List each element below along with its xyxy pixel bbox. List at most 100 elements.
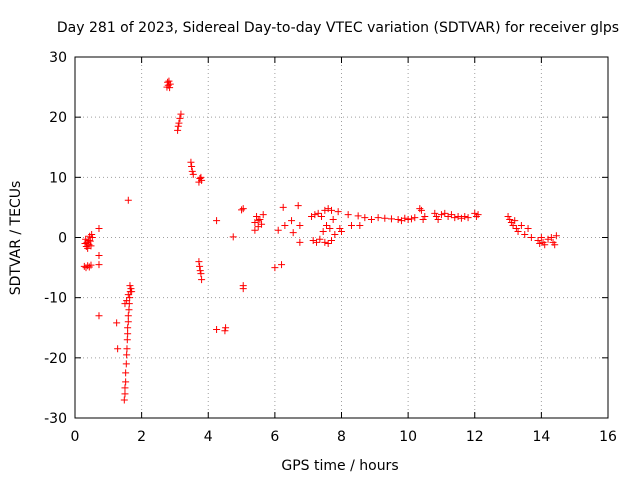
data-point [511, 217, 519, 225]
x-tick-label: 10 [399, 429, 417, 445]
data-point [319, 227, 327, 235]
data-point [95, 312, 103, 320]
data-point [309, 237, 317, 245]
data-point [166, 80, 174, 88]
data-point [289, 229, 297, 237]
data-point [447, 211, 455, 219]
data-point [238, 206, 246, 214]
data-point [123, 336, 131, 344]
data-point [451, 214, 459, 222]
data-point [507, 218, 515, 226]
data-point [198, 276, 206, 284]
data-point [166, 84, 174, 92]
data-point [176, 114, 184, 122]
data-point [256, 215, 264, 223]
data-point [457, 214, 465, 222]
data-point [472, 212, 480, 220]
data-point [123, 345, 131, 353]
y-tick-label: 20 [49, 110, 67, 126]
data-point [512, 224, 520, 232]
data-point [356, 221, 364, 229]
data-point [197, 270, 205, 278]
data-point [197, 173, 205, 181]
data-point [121, 384, 129, 392]
data-point [188, 167, 196, 175]
y-tick-labels: -30 -20 -10 0 10 20 30 [44, 50, 67, 427]
data-point [387, 215, 395, 223]
data-point [431, 209, 439, 217]
data-point [328, 206, 336, 214]
data-point [88, 234, 96, 241]
data-point [534, 237, 542, 245]
data-point [318, 212, 326, 220]
axis-ticks [74, 56, 609, 419]
data-point [187, 158, 195, 166]
data-point [407, 215, 415, 223]
data-point [308, 212, 316, 220]
data-point [517, 221, 525, 229]
data-point [324, 205, 332, 213]
data-point [196, 267, 204, 275]
data-point [509, 221, 517, 229]
data-point [124, 330, 132, 338]
data-point [324, 240, 332, 248]
data-point [124, 291, 132, 299]
data-point [416, 205, 424, 213]
data-point [347, 221, 355, 229]
data-points [80, 77, 560, 404]
data-point [165, 77, 173, 85]
data-point [394, 215, 402, 223]
data-point [213, 217, 221, 225]
data-point [95, 261, 103, 269]
data-point [121, 300, 129, 308]
data-point [536, 240, 544, 248]
data-point [281, 221, 289, 229]
data-point [323, 221, 331, 229]
data-point [128, 288, 136, 296]
data-point [541, 241, 549, 249]
data-point [441, 209, 449, 217]
data-point [114, 345, 122, 353]
data-point [122, 378, 130, 386]
data-point [125, 306, 133, 314]
data-point [87, 261, 95, 269]
y-tick-label: 0 [58, 231, 67, 247]
data-point [82, 264, 90, 272]
data-point [321, 238, 329, 246]
y-tick-label: -30 [44, 411, 67, 427]
data-point [95, 252, 103, 260]
data-point [188, 163, 196, 171]
y-tick-label: -20 [44, 351, 67, 367]
data-point [417, 206, 425, 214]
data-point [411, 214, 419, 222]
data-point [279, 203, 287, 211]
data-point [328, 237, 336, 245]
data-point [367, 215, 375, 223]
data-point [404, 215, 412, 223]
x-tick-label: 4 [204, 429, 213, 445]
data-point [444, 212, 452, 220]
data-point [258, 220, 266, 228]
data-point [80, 262, 88, 270]
data-point [121, 390, 129, 398]
data-point [95, 224, 103, 232]
x-tick-label: 14 [532, 429, 550, 445]
data-point [274, 226, 282, 234]
data-point [401, 214, 409, 222]
x-tick-labels: 0 2 4 6 8 10 12 14 16 [71, 429, 617, 445]
data-point [336, 224, 344, 232]
data-point [87, 242, 95, 250]
data-point [85, 263, 93, 271]
data-point [432, 212, 440, 220]
data-point [434, 215, 442, 223]
data-point [544, 235, 552, 243]
data-point [229, 233, 237, 241]
data-point [239, 205, 247, 213]
data-point [221, 327, 229, 335]
data-point [537, 234, 545, 241]
x-tick-label: 12 [466, 429, 484, 445]
data-point [195, 258, 203, 266]
data-point [122, 360, 130, 368]
data-point [474, 211, 482, 219]
